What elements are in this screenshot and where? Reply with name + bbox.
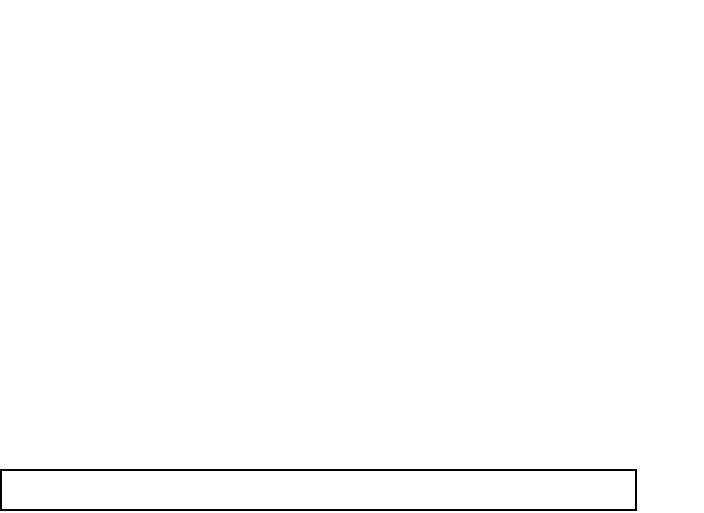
footer-bar	[0, 469, 637, 511]
map-labels-layer	[0, 0, 640, 469]
map-frame	[0, 0, 640, 469]
humidity-color-scale	[646, 140, 704, 350]
